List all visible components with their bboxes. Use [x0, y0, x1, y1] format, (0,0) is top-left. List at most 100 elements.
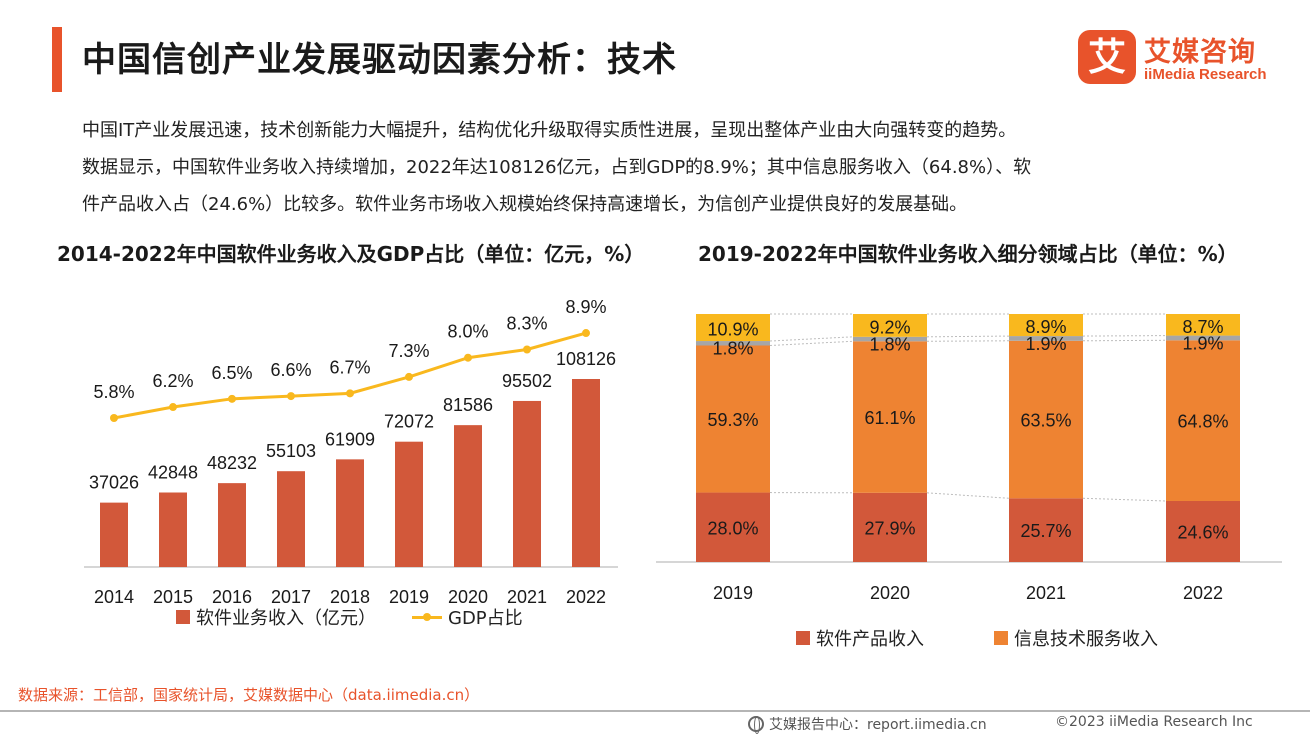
other-segment [1009, 336, 1083, 341]
top-label: 10.9% [707, 320, 758, 340]
other-label: 1.8% [869, 334, 910, 354]
other-label: 1.9% [1182, 333, 1223, 353]
gdp-share-label: 7.3% [388, 341, 429, 361]
gdp-share-point [346, 389, 354, 398]
right-chart-title: 2019-2022年中国软件业务收入细分领域占比（单位：%） [698, 242, 1238, 266]
iimedia-logo: 艾 艾媒咨询 iiMedia Research [1078, 30, 1288, 86]
x-tick-label: 2014 [94, 587, 134, 607]
top-label: 8.7% [1182, 317, 1223, 337]
left-chart-title: 2014-2022年中国软件业务收入及GDP占比（单位：亿元，%） [57, 242, 645, 266]
software-product-segment [1009, 498, 1083, 562]
x-tick-label: 2021 [1026, 583, 1066, 603]
footer-divider [0, 710, 1310, 712]
legend-swatch-gdp-line [412, 610, 442, 624]
gdp-share-point [523, 345, 531, 354]
x-tick-label: 2020 [870, 583, 910, 603]
gdp-share-point [582, 329, 590, 338]
it-service-label: 64.8% [1177, 412, 1228, 432]
x-tick-label: 2019 [713, 583, 753, 603]
software-product-segment [696, 492, 770, 562]
it-service-label: 59.3% [707, 410, 758, 430]
summary-line: 件产品收入占（24.6%）比较多。软件业务市场收入规模始终保持高速增长，为信创产… [82, 194, 968, 215]
x-tick-label: 2016 [212, 587, 252, 607]
x-tick-label: 2017 [271, 587, 311, 607]
bar-value-label: 37026 [89, 473, 139, 493]
software-product-label: 27.9% [864, 518, 915, 538]
gdp-share-point [228, 394, 236, 403]
software-revenue-chart: 37026 2014 42848 2015 48232 2016 55103 2017 6190… [84, 297, 618, 607]
bar-value-label: 42848 [148, 462, 198, 482]
x-tick-label: 2022 [566, 587, 606, 607]
software-product-label: 24.6% [1177, 522, 1228, 542]
legend-label-software-product: 软件产品收入 [816, 629, 924, 650]
revenue-bar [513, 400, 541, 567]
software-product-label: 25.7% [1020, 521, 1071, 541]
gdp-share-point [464, 353, 472, 362]
globe-icon [748, 716, 764, 734]
it-service-segment [1166, 340, 1240, 501]
it-service-label: 63.5% [1020, 411, 1071, 431]
revenue-bar [454, 425, 482, 567]
gdp-share-label: 6.5% [211, 363, 252, 383]
footer-report-center[interactable]: 艾媒报告中心：report.iimedia.cn [748, 714, 987, 734]
gdp-share-point [287, 392, 295, 401]
it-service-label: 61.1% [864, 408, 915, 428]
segment-connector [769, 340, 854, 346]
it-service-segment [1009, 340, 1083, 499]
legend-label-gdp: GDP占比 [448, 608, 523, 629]
it-service-segment [853, 341, 927, 493]
other-label: 1.8% [712, 338, 753, 358]
logo-cn-text: 艾媒咨询 [1144, 37, 1256, 68]
data-source: 数据来源：工信部，国家统计局，艾媒数据中心（data.iimedia.cn） [18, 686, 480, 704]
gdp-share-label: 8.0% [447, 322, 488, 342]
logo-mark: 艾 [1078, 30, 1136, 84]
bar-value-label: 61909 [325, 429, 375, 449]
x-tick-label: 2020 [448, 587, 488, 607]
it-service-segment [696, 345, 770, 493]
bar-value-label: 55103 [266, 441, 316, 461]
gdp-share-label: 6.2% [152, 371, 193, 391]
revenue-bar [395, 441, 423, 567]
summary-line: 中国IT产业发展迅速，技术创新能力大幅提升，结构优化升级取得实质性进展，呈现出整… [82, 120, 1017, 141]
x-tick-label: 2018 [330, 587, 370, 607]
page-title: 中国信创产业发展驱动因素分析：技术 [82, 40, 677, 80]
x-tick-label: 2015 [153, 587, 193, 607]
segment-connector [769, 336, 854, 342]
software-product-segment [853, 492, 927, 562]
bar-value-label: 108126 [556, 349, 616, 369]
top-label: 8.9% [1025, 317, 1066, 337]
bar-value-label: 48232 [207, 453, 257, 473]
software-product-label: 28.0% [707, 518, 758, 538]
gdp-share-label: 8.3% [506, 314, 547, 334]
segment-connector [926, 492, 1010, 499]
other-label: 1.9% [1025, 334, 1066, 354]
top-segment [853, 314, 927, 337]
gdp-share-label: 5.8% [93, 382, 134, 402]
gdp-share-point [169, 403, 177, 412]
revenue-bar [336, 459, 364, 567]
bar-value-label: 81586 [443, 395, 493, 415]
revenue-bar [218, 483, 246, 567]
x-tick-label: 2021 [507, 587, 547, 607]
legend-swatch-it-service [994, 631, 1008, 645]
revenue-bar [159, 492, 187, 567]
revenue-bar [100, 502, 128, 567]
logo-en-text: iiMedia Research [1144, 66, 1267, 83]
software-product-segment [1166, 500, 1240, 562]
revenue-bar [277, 471, 305, 567]
segment-connector [1082, 497, 1167, 502]
left-chart-legend: 软件业务收入（亿元） GDP占比 [176, 604, 523, 630]
other-segment [1166, 335, 1240, 341]
legend-swatch-software-product [796, 631, 810, 645]
bar-value-label: 95502 [502, 371, 552, 391]
right-chart-legend: 软件产品收入 信息技术服务收入 [796, 625, 1158, 651]
gdp-share-point [110, 414, 118, 422]
legend-label-revenue: 软件业务收入（亿元） [196, 608, 376, 629]
top-label: 9.2% [869, 317, 910, 337]
other-segment [853, 336, 927, 342]
bar-value-label: 72072 [384, 412, 434, 432]
x-tick-label: 2022 [1183, 583, 1223, 603]
gdp-share-label: 6.6% [270, 360, 311, 380]
legend-label-it-service: 信息技术服务收入 [1014, 629, 1158, 650]
revenue-bar [572, 379, 600, 567]
